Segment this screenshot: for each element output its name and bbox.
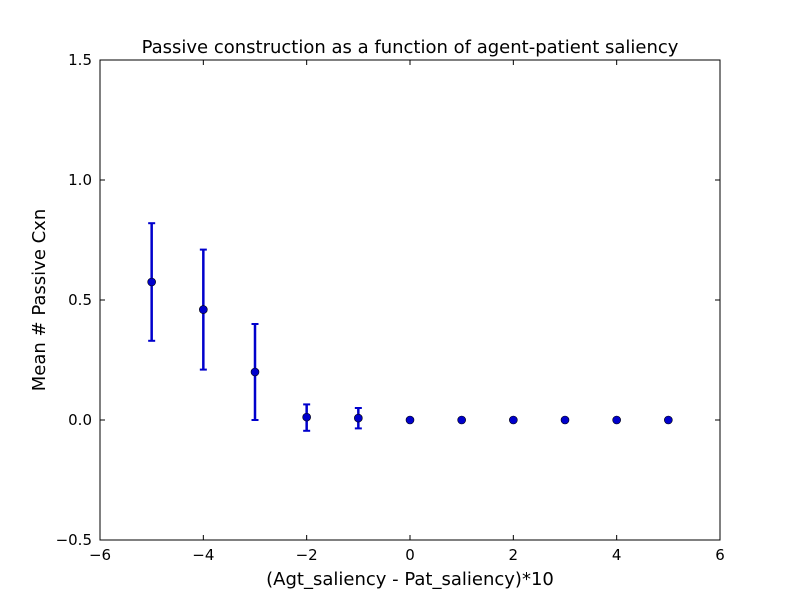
- axis-ticks: −6 −4 −2 0 2 4 6 −0.5 0.0 0.5 1.0 1.5: [56, 51, 725, 564]
- y-axis-title: Mean # Passive Cxn: [29, 209, 50, 391]
- data-point: [354, 413, 363, 423]
- y-tick-label: 1.5: [68, 51, 92, 69]
- x-axis-title: (Agt_saliency - Pat_saliency)*10: [266, 569, 554, 590]
- x-tick-label: 6: [715, 546, 725, 564]
- x-tick-label: 2: [509, 546, 519, 564]
- data-point: [302, 412, 311, 422]
- plot-area: [147, 222, 673, 432]
- y-tick-label: −0.5: [56, 531, 92, 549]
- data-point: [147, 277, 156, 287]
- data-point: [560, 415, 570, 425]
- x-tick-label: −2: [296, 546, 318, 564]
- y-tick-label: 0.0: [68, 411, 92, 429]
- x-tick-label: −4: [192, 546, 214, 564]
- y-tick-label: 0.5: [68, 291, 92, 309]
- x-tick-label: −6: [89, 546, 111, 564]
- data-point: [199, 305, 208, 314]
- data-point: [612, 415, 621, 425]
- x-tick-label: 4: [612, 546, 622, 564]
- chart-title: Passive construction as a function of ag…: [142, 37, 679, 58]
- data-point: [250, 367, 260, 377]
- data-point: [664, 415, 673, 425]
- data-point: [509, 415, 518, 425]
- x-tick-label: 0: [405, 546, 415, 564]
- y-tick-label: 1.0: [68, 171, 92, 189]
- data-point: [457, 415, 466, 425]
- data-point: [405, 415, 415, 425]
